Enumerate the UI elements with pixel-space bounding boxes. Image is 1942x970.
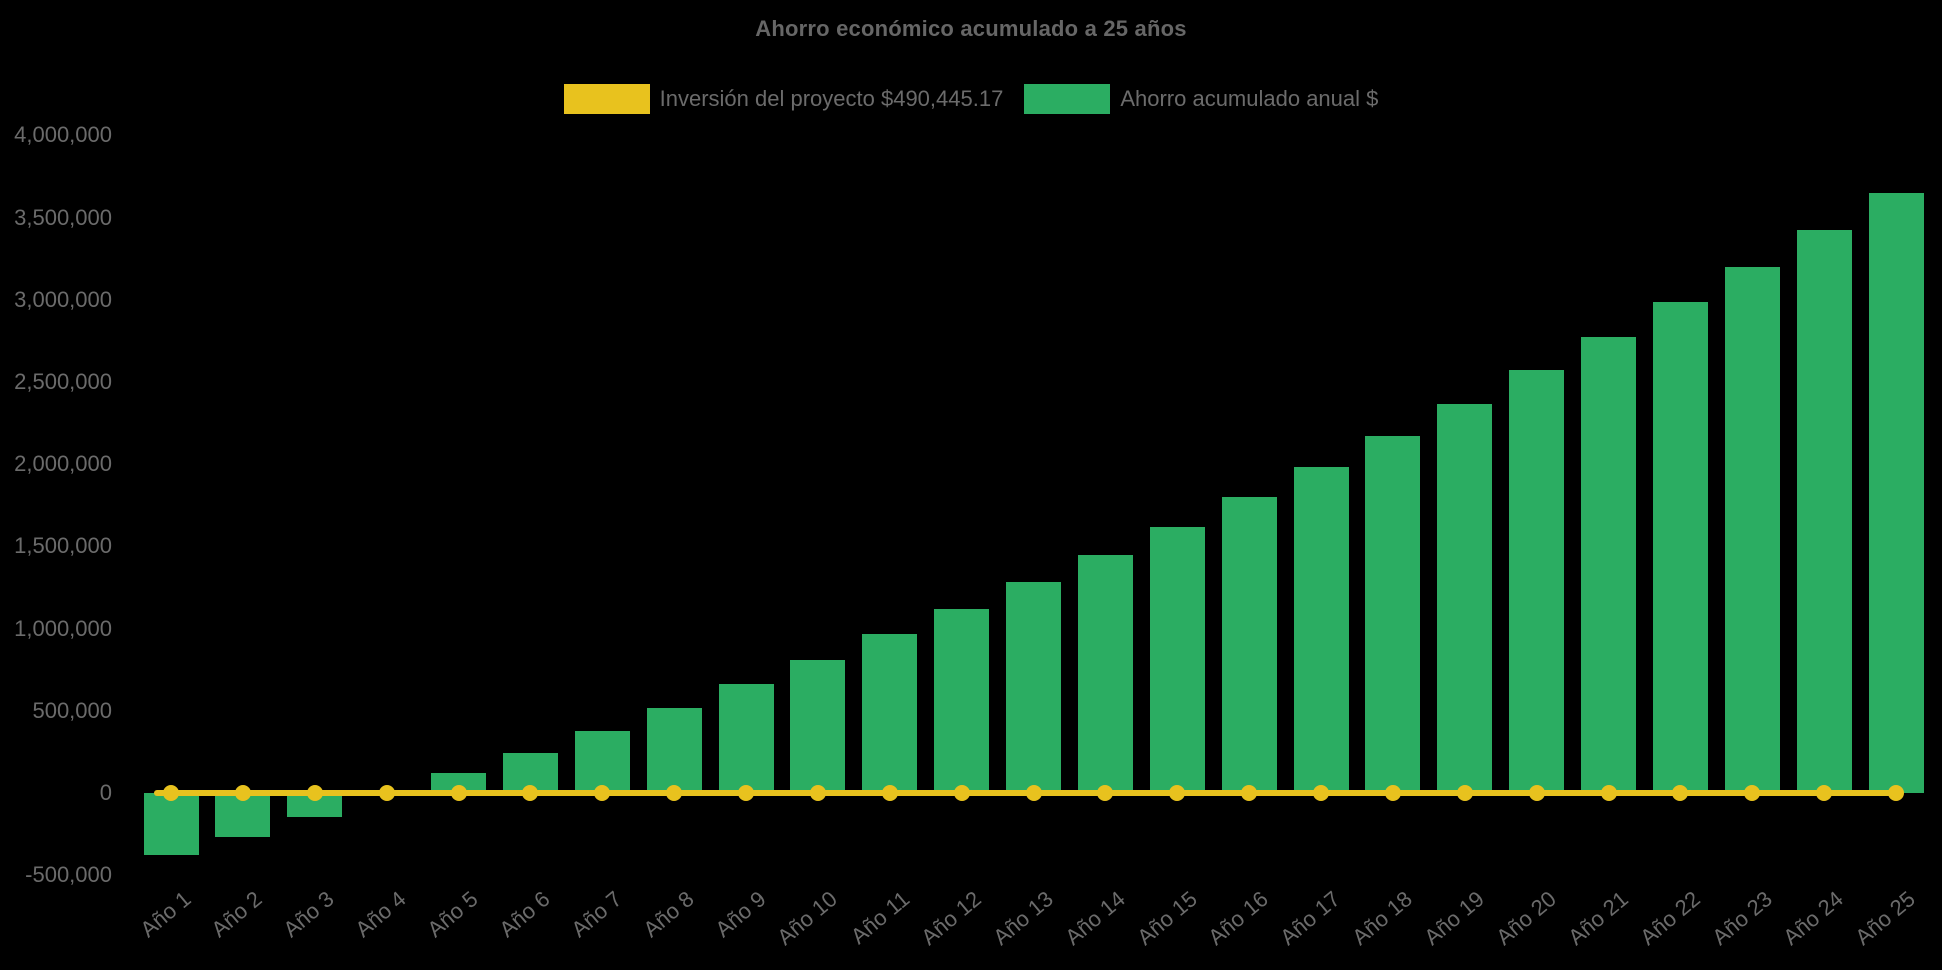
bar-año-15	[1149, 526, 1205, 793]
y-axis-tick-label: 3,500,000	[14, 204, 112, 230]
x-axis-tick-label: Año 6	[494, 886, 555, 943]
legend-label: Ahorro acumulado anual $	[1120, 86, 1379, 111]
savings-legend-swatch	[1024, 84, 1111, 114]
bar-año-12	[934, 608, 990, 793]
bar-año-24	[1796, 229, 1852, 793]
investment-point	[1456, 785, 1473, 801]
bar-año-9	[718, 683, 774, 793]
investment-point	[881, 785, 898, 801]
investment-point	[306, 785, 323, 801]
x-axis-tick-label: Año 12	[916, 886, 986, 950]
bar-año-23	[1724, 266, 1780, 793]
x-axis-tick-label: Año 22	[1634, 886, 1705, 950]
x-axis-tick-label: Año 7	[566, 886, 627, 943]
investment-point	[1744, 785, 1761, 801]
investment-point	[666, 785, 683, 801]
legend: Inversión del proyecto $490,445.17 Ahorro…	[0, 84, 1942, 114]
y-axis-tick-label: 2,500,000	[14, 369, 112, 394]
x-axis-tick-label: Año 5	[422, 886, 483, 943]
bar-año-20	[1509, 370, 1565, 793]
y-axis-tick-label: 3,000,000	[14, 286, 112, 312]
x-axis-tick-label: Año 19	[1419, 886, 1489, 950]
investment-point	[738, 785, 754, 801]
x-axis-tick-label: Año 23	[1706, 886, 1777, 950]
x-axis-tick-label: Año 11	[845, 886, 914, 949]
x-axis-tick-label: Año 13	[988, 886, 1058, 950]
y-axis-tick-label: 500,000	[32, 697, 112, 723]
bar-año-13	[1006, 582, 1061, 793]
investment-point	[1816, 785, 1833, 801]
investment-point	[1097, 785, 1114, 801]
y-axis-tick-label: -500,000	[25, 862, 112, 888]
investment-point	[1600, 785, 1617, 801]
investment-point	[594, 785, 611, 801]
bar-año-8	[646, 707, 702, 793]
bar-año-22	[1652, 302, 1708, 793]
bar-año-16	[1221, 497, 1277, 793]
x-axis-tick-label: Año 10	[772, 886, 842, 950]
bar-año-7	[574, 730, 630, 793]
bar-año-21	[1581, 336, 1636, 793]
investment-point	[378, 785, 395, 801]
investment-point	[234, 785, 251, 801]
x-axis-tick-label: Año 8	[638, 886, 699, 943]
legend-item-savings[interactable]: Ahorro acumulado anual $	[1024, 84, 1378, 114]
investment-point	[1672, 785, 1689, 801]
y-axis-tick-label: 0	[99, 780, 112, 805]
y-axis-tick-label: 1,000,000	[14, 615, 112, 641]
investment-point	[163, 785, 179, 801]
bar-año-1	[143, 793, 199, 856]
investment-point	[1528, 785, 1545, 801]
bar-año-18	[1365, 435, 1421, 793]
bar-año-14	[1077, 554, 1133, 793]
bar-año-10	[790, 659, 846, 793]
y-axis-tick-label: 2,000,000	[14, 451, 112, 477]
investment-point	[1241, 785, 1258, 801]
x-axis-tick-label: Año 4	[350, 886, 411, 943]
investment-legend-swatch	[563, 84, 650, 114]
y-axis-tick-label: 1,500,000	[14, 533, 112, 559]
investment-point	[1888, 785, 1904, 801]
x-axis-tick-label: Año 21	[1563, 886, 1633, 950]
investment-line	[154, 790, 1896, 796]
investment-point	[1169, 785, 1186, 801]
bar-año-25	[1868, 192, 1924, 793]
investment-point	[1384, 785, 1401, 801]
x-axis-tick-label: Año 25	[1850, 886, 1921, 950]
bar-año-17	[1293, 467, 1349, 793]
x-axis-tick-label: Año 9	[709, 886, 771, 943]
x-axis-tick-label: Año 1	[134, 886, 196, 943]
investment-point	[809, 785, 826, 801]
bar-año-19	[1437, 403, 1493, 793]
bar-año-5	[431, 773, 486, 793]
x-axis-tick-label: Año 14	[1059, 886, 1130, 950]
x-axis-tick-label: Año 18	[1347, 886, 1417, 950]
bar-año-11	[862, 633, 918, 793]
chart-title: Ahorro económico acumulado a 25 años	[755, 16, 1187, 41]
legend-label: Inversión del proyecto $490,445.17	[659, 86, 1004, 111]
legend-item-investment[interactable]: Inversión del proyecto $490,445.17	[563, 84, 1004, 114]
x-axis-tick-label: Año 15	[1131, 886, 1202, 950]
investment-point	[953, 785, 970, 801]
investment-point	[450, 785, 467, 801]
y-axis-tick-label: 4,000,000	[14, 122, 112, 148]
x-axis-tick-label: Año 3	[278, 886, 339, 943]
x-axis-tick-label: Año 24	[1778, 886, 1849, 950]
x-axis-tick-label: Año 17	[1275, 886, 1346, 950]
x-axis-tick-label: Año 2	[206, 886, 267, 943]
investment-point	[522, 785, 539, 801]
x-axis-tick-label: Año 16	[1203, 886, 1274, 950]
investment-point	[1025, 785, 1042, 801]
x-axis-tick-label: Año 20	[1491, 886, 1561, 950]
investment-point	[1313, 785, 1329, 801]
